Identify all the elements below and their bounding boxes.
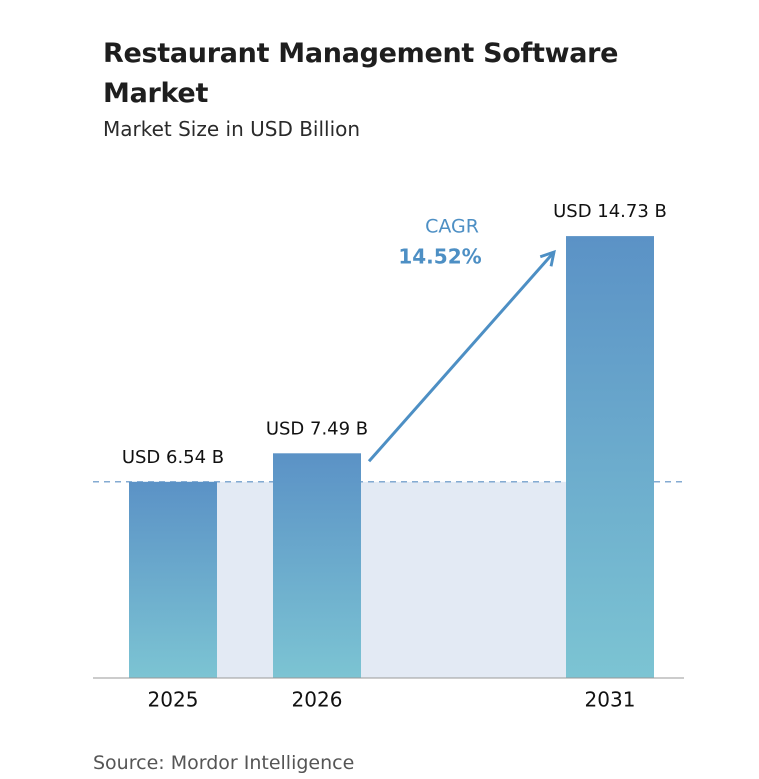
value-label: USD 6.54 B xyxy=(122,447,224,468)
cagr-label: CAGR xyxy=(425,216,479,238)
x-tick-label: 2026 xyxy=(292,688,343,712)
bar xyxy=(129,481,217,678)
value-label: USD 7.49 B xyxy=(266,418,368,439)
x-tick-label: 2031 xyxy=(585,688,636,712)
source: Source: Mordor Intelligence xyxy=(93,752,355,774)
cagr-value: 14.52% xyxy=(398,245,481,269)
x-tick-label: 2025 xyxy=(148,688,199,712)
cagr-arrow xyxy=(367,249,556,463)
value-label: USD 14.73 B xyxy=(553,201,667,222)
bar xyxy=(566,236,654,678)
chart-subtitle: Market Size in USD Billion xyxy=(103,117,361,141)
chart-title: Restaurant Management Software Market xyxy=(103,38,619,109)
reference-band xyxy=(173,481,610,678)
bar xyxy=(273,453,361,678)
